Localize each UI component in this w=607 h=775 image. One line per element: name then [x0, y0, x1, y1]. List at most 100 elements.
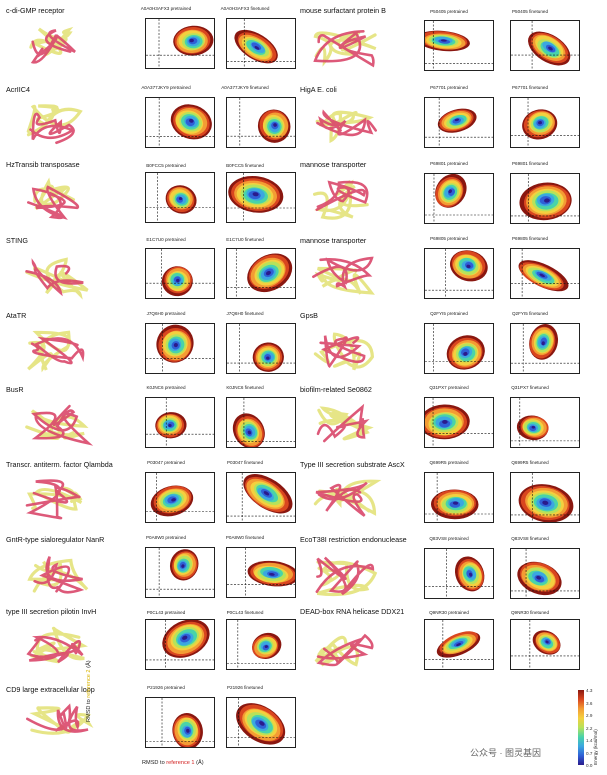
energy-contour — [548, 46, 553, 51]
protein-name: biofilm-related Se0862 — [300, 385, 372, 394]
reference-1-trace — [313, 30, 375, 68]
finetuned-label: Q9NR30 finetuned — [510, 610, 550, 615]
protein-name: AtaTR — [6, 311, 27, 320]
energy-contour — [259, 721, 265, 726]
pretrained-label: B0FCC5 pretrained — [146, 163, 186, 168]
energy-contour — [176, 278, 180, 283]
finetuned-label: Q31PX7 finetuned — [511, 385, 549, 390]
protein-name: GntR-type sialoregulator NanR — [6, 535, 105, 544]
protein-name: mouse surfactant protein B — [300, 6, 386, 15]
energy-landscape-plot — [226, 323, 296, 374]
energy-contour — [463, 351, 468, 356]
reference-1-trace — [26, 703, 89, 733]
finetuned-label: E1C7U0 finetuned — [226, 237, 264, 242]
energy-landscape-plot — [145, 248, 215, 299]
reference-1-trace — [26, 185, 80, 220]
protein-name: BusR — [6, 385, 24, 394]
energy-contour — [189, 118, 194, 123]
finetuned-label: P03047 finetuned — [226, 460, 264, 465]
energy-landscape-plot — [226, 697, 296, 748]
x-axis-title: RMSD to reference 1 (Å) — [142, 760, 204, 766]
molecule-structure — [26, 703, 94, 735]
protein-name: type III secretion pilotin InvH — [6, 607, 97, 616]
energy-contour — [168, 424, 172, 427]
finetuned-label: P0CL43 finetuned — [226, 610, 264, 615]
energy-landscape-plot — [510, 548, 580, 599]
y-axis-prefix: RMSD to — [86, 697, 92, 722]
energy-contour — [173, 342, 178, 348]
energy-landscape-plot — [510, 97, 580, 148]
energy-landscape-plot — [424, 397, 494, 448]
energy-landscape-plot — [424, 97, 494, 148]
energy-contour — [269, 572, 275, 576]
reference-1-trace — [25, 479, 81, 520]
finetuned-label: J7Q6H0 finetuned — [226, 311, 264, 316]
energy-contour — [189, 38, 194, 43]
finetuned-label: Q2FYI5 finetuned — [511, 311, 548, 316]
energy-contour — [466, 264, 471, 269]
energy-landscape-plot — [145, 323, 215, 374]
molecule-structure — [314, 633, 374, 667]
protein-name: GpsB — [300, 311, 318, 320]
energy-landscape-plot — [145, 619, 215, 670]
pretrained-label: Q699R5 pretrained — [429, 460, 469, 465]
pretrained-label: Q2FYI5 pretrained — [430, 311, 468, 316]
finetuned-label: P0A8W0 finetuned — [225, 535, 265, 540]
protein-name: AcrIIC4 — [6, 85, 30, 94]
molecule-structure — [312, 256, 375, 295]
pretrained-label: P50405 pretrained — [430, 9, 468, 14]
molecule-structure — [27, 556, 89, 594]
energy-contour — [182, 635, 188, 640]
molecule-structure — [26, 626, 88, 664]
finetuned-label: Q699R5 finetuned — [511, 460, 549, 465]
pretrained-label: Q83VS8 pretrained — [429, 536, 469, 541]
pretrained-label: P21926 pretrained — [147, 685, 185, 690]
colorbar-title: Energy (kcal/mol) — [593, 729, 598, 765]
energy-landscape-plot — [510, 248, 580, 299]
energy-landscape-plot — [424, 20, 494, 71]
colorbar-tick-label: 0.0 — [586, 763, 593, 768]
energy-landscape-plot — [510, 173, 580, 224]
pretrained-label: A0A377JKY9 pretrained — [141, 85, 191, 90]
reference-1-trace — [31, 404, 94, 446]
energy-contour — [442, 420, 448, 424]
protein-name: HigA E. coli — [300, 85, 337, 94]
y-axis-suffix: (Å) — [86, 660, 92, 670]
energy-contour — [448, 189, 452, 194]
protein-name: CD9 large extracellular loop — [6, 685, 95, 694]
energy-contour — [531, 425, 536, 429]
y-axis-ref: reference 2 — [86, 669, 92, 698]
energy-contour — [266, 356, 270, 360]
pretrained-label: P0A8W0 pretrained — [145, 535, 187, 540]
reference-1-trace — [25, 258, 84, 297]
molecule-structure — [26, 177, 80, 220]
reference-2-trace — [27, 330, 72, 373]
energy-contour — [538, 121, 542, 125]
energy-contour — [181, 564, 185, 568]
energy-contour — [456, 643, 461, 647]
reference-2-trace — [29, 26, 74, 56]
energy-landscape-plot — [226, 619, 296, 670]
pretrained-label: P67701 pretrained — [430, 85, 468, 90]
molecule-structure — [312, 179, 369, 220]
energy-contour — [273, 123, 277, 127]
protein-name: EcoT38I restriction endonuclease — [300, 535, 407, 544]
energy-landscape-plot — [510, 619, 580, 670]
protein-name: DEAD-box RNA helicase DDX21 — [300, 607, 405, 616]
energy-contour — [178, 197, 183, 201]
reference-1-trace — [315, 556, 375, 596]
energy-contour — [452, 501, 459, 505]
energy-contour — [252, 192, 259, 197]
energy-colorbar — [578, 690, 584, 765]
energy-contour — [440, 39, 447, 42]
pretrained-label: A0A0H3AFX3 pretrained — [140, 6, 192, 11]
energy-contour — [247, 430, 252, 435]
energy-contour — [454, 118, 460, 122]
x-axis-prefix: RMSD to — [142, 760, 167, 766]
energy-contour — [186, 728, 190, 733]
molecule-structure — [313, 479, 382, 517]
energy-landscape-plot — [226, 18, 296, 69]
energy-contour — [171, 498, 176, 502]
y-axis-title: RMSD to reference 2 (Å) — [86, 660, 92, 722]
molecule-structure — [316, 403, 374, 443]
